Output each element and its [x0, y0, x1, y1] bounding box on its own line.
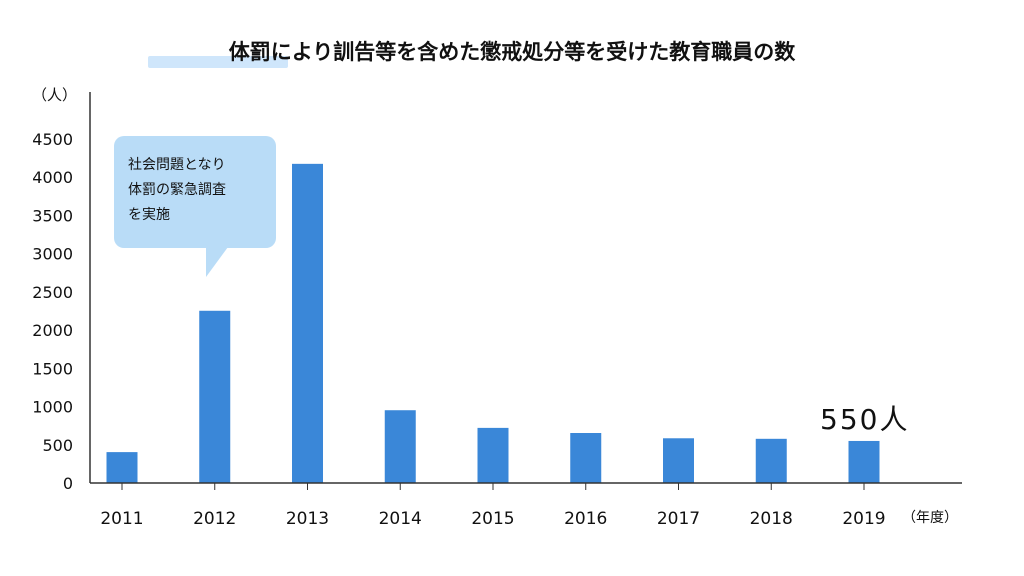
x-tick-label: 2018	[750, 509, 793, 529]
y-tick-label: 500	[42, 436, 73, 455]
chart-title: 体罰により訓告等を含めた懲戒処分等を受けた教育職員の数	[0, 36, 1024, 66]
bar-2015	[477, 427, 509, 483]
x-axis-ticks: 2011 2012 2013 2014 2015 2016 2017 2018 2019	[100, 483, 886, 529]
y-tick-label: 3500	[32, 206, 73, 225]
bars	[106, 163, 880, 483]
y-tick-label: 4000	[32, 168, 73, 187]
y-tick-label: 1000	[32, 398, 73, 417]
bar-2016	[570, 433, 602, 483]
x-tick-label: 2015	[471, 509, 514, 529]
y-tick-label: 2000	[32, 321, 73, 340]
title-highlight	[148, 56, 288, 68]
x-tick-label: 2016	[564, 509, 607, 529]
y-axis-label: （人）	[32, 86, 77, 104]
bar-2019	[848, 440, 880, 483]
y-tick-label: 1500	[32, 359, 73, 378]
callout-tail	[206, 247, 228, 277]
bar-2011	[106, 452, 138, 483]
x-tick-label: 2013	[286, 509, 329, 529]
y-axis-ticks: 0 500 1000 1500 2000 2500 3000 3500 4000 4500	[32, 130, 73, 493]
x-tick-label: 2014	[379, 509, 422, 529]
bar-2012	[199, 310, 231, 483]
y-tick-label: 4500	[32, 130, 73, 149]
x-axis-label: （年度）	[902, 510, 958, 526]
bar-2013	[292, 163, 323, 483]
bar-2014	[384, 410, 416, 483]
callout-bubble: 社会問題となり 体罰の緊急調査 を実施	[114, 136, 276, 248]
y-tick-label: 0	[63, 474, 73, 493]
y-tick-label: 3000	[32, 245, 73, 264]
bar-2017	[663, 438, 694, 483]
y-tick-label: 2500	[32, 283, 73, 302]
x-tick-label: 2019	[842, 509, 885, 529]
x-tick-label: 2011	[100, 509, 143, 529]
x-tick-label: 2012	[193, 509, 236, 529]
x-tick-label: 2017	[657, 509, 700, 529]
callout-text: 社会問題となり 体罰の緊急調査 を実施	[128, 157, 226, 223]
chart-title-text: 体罰により訓告等を含めた懲戒処分等を受けた教育職員の数	[228, 40, 796, 64]
bar-2018	[755, 438, 787, 483]
highlight-value-label: 550人	[820, 403, 910, 436]
